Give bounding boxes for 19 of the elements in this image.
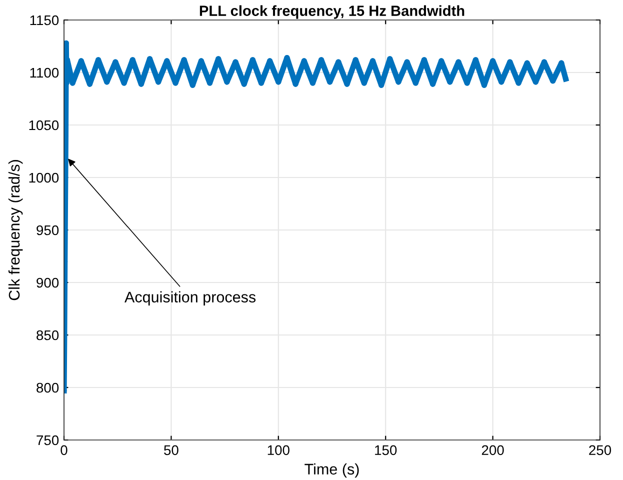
x-tick-label: 100 (268, 445, 290, 456)
y-tick-label: 850 (36, 330, 59, 340)
y-tick-label: 800 (36, 382, 59, 393)
annotation: Acquisition process (124, 291, 256, 306)
y-tick-label: 1050 (29, 120, 59, 130)
x-tick-label: 0 (60, 445, 68, 456)
chart-title: PLL clock frequency, 15 Hz Bandwidth (200, 5, 464, 19)
y-tick-label: 1100 (30, 68, 59, 78)
y-tick-label: 900 (36, 278, 59, 288)
y-tick-label: 1150 (30, 15, 59, 26)
x-tick-label: 50 (164, 445, 178, 456)
x-axis-title: Time (s) (304, 463, 359, 478)
y-axis-title: Clk frequency (rad/s) (8, 160, 23, 300)
y-tick-label: 950 (36, 225, 59, 236)
x-tick-label: 150 (375, 445, 397, 456)
x-tick-label: 200 (482, 445, 504, 456)
y-tick-label: 750 (36, 435, 59, 446)
y-tick-label: 1000 (29, 172, 59, 183)
x-tick-label: 250 (589, 445, 612, 456)
